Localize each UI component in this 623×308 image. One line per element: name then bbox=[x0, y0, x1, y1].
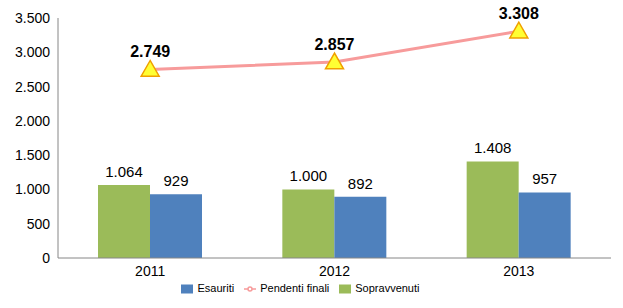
svg-text:1.408: 1.408 bbox=[474, 139, 512, 156]
svg-text:1.064: 1.064 bbox=[105, 163, 143, 180]
svg-text:2011: 2011 bbox=[135, 263, 165, 279]
svg-text:929: 929 bbox=[163, 172, 188, 189]
html-text:Sopravvenuti: Sopravvenuti bbox=[355, 282, 420, 294]
svg-text:2.857: 2.857 bbox=[314, 36, 354, 53]
html-text:Esauriti: Esauriti bbox=[197, 282, 235, 294]
svg-text:500: 500 bbox=[27, 216, 51, 232]
svg-text:2012: 2012 bbox=[319, 263, 350, 279]
svg-text:3.308: 3.308 bbox=[499, 5, 539, 22]
svg-text:1.000: 1.000 bbox=[15, 181, 50, 197]
svg-text:3.500: 3.500 bbox=[15, 10, 50, 26]
svg-text:892: 892 bbox=[348, 175, 373, 192]
svg-text:3.000: 3.000 bbox=[15, 44, 50, 60]
html-text:Pendenti finali: Pendenti finali bbox=[260, 282, 330, 294]
svg-text:1.500: 1.500 bbox=[15, 147, 50, 163]
svg-text:2.000: 2.000 bbox=[15, 113, 50, 129]
svg-text:2.500: 2.500 bbox=[15, 79, 50, 95]
svg-text:2013: 2013 bbox=[503, 263, 534, 279]
svg-text:2.749: 2.749 bbox=[130, 43, 170, 60]
svg-text:957: 957 bbox=[532, 170, 557, 187]
svg-text:1.000: 1.000 bbox=[290, 167, 328, 184]
svg-text:0: 0 bbox=[42, 250, 50, 266]
